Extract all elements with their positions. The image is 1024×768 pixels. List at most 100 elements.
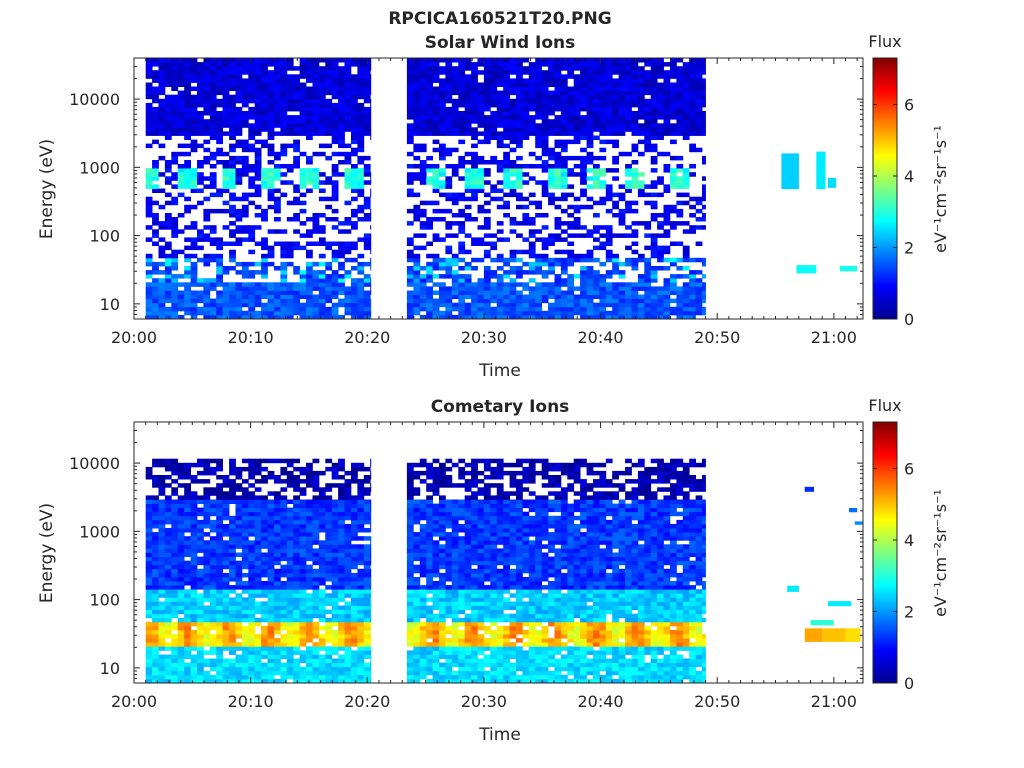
- heatmap-cell: [605, 270, 613, 275]
- heatmap-cell: [605, 253, 613, 259]
- heatmap-cell: [413, 204, 421, 210]
- heatmap-cell: [406, 274, 414, 279]
- heatmap-cell: [503, 306, 510, 312]
- heatmap-cell: [190, 74, 198, 79]
- heatmap-cell: [235, 552, 243, 557]
- heatmap-cell: [637, 78, 645, 83]
- heatmap-cell: [164, 511, 172, 517]
- heatmap-cell: [458, 58, 466, 63]
- heatmap-cell: [363, 98, 371, 104]
- heatmap-cell: [312, 131, 320, 136]
- heatmap-cell: [637, 294, 645, 299]
- heatmap-cell: [586, 102, 594, 108]
- heatmap-cell: [299, 674, 307, 680]
- heatmap-cell: [241, 168, 249, 173]
- heatmap-cell: [235, 82, 243, 87]
- heatmap-cell: [560, 302, 568, 308]
- heatmap-cell: [216, 495, 223, 500]
- heatmap-cell: [261, 261, 268, 267]
- heatmap-cell: [458, 111, 466, 116]
- heatmap-cell: [241, 86, 249, 91]
- heatmap-cell: [702, 62, 706, 67]
- heatmap-cell: [554, 249, 562, 255]
- heatmap-cell: [567, 204, 575, 210]
- heatmap-cell: [216, 621, 223, 627]
- heatmap-cell: [280, 638, 288, 643]
- heatmap-cell: [286, 298, 294, 304]
- heatmap-cell: [580, 115, 587, 120]
- heatmap-cell: [254, 302, 262, 308]
- heatmap-cell: [203, 208, 211, 214]
- heatmap-cell: [599, 86, 607, 91]
- heatmap-cell: [351, 94, 358, 100]
- heatmap-cell: [209, 646, 217, 651]
- heatmap-cell: [631, 310, 639, 316]
- heatmap-cell: [682, 111, 690, 116]
- heatmap-cell: [145, 597, 153, 602]
- heatmap-cell: [548, 90, 555, 96]
- heatmap-cell: [471, 290, 478, 295]
- heatmap-cell: [267, 646, 275, 651]
- heatmap-cell: [599, 225, 607, 230]
- heatmap-cell: [248, 94, 256, 100]
- heatmap-cell: [216, 564, 223, 570]
- heatmap-cell: [357, 90, 365, 96]
- heatmap-cell: [184, 625, 191, 631]
- heatmap-cell: [605, 106, 613, 112]
- heatmap-cell: [363, 164, 371, 169]
- heatmap-cell: [370, 115, 372, 120]
- heatmap-cell: [254, 503, 262, 509]
- heatmap-cell: [631, 90, 639, 96]
- heatmap-cell: [280, 245, 288, 251]
- heatmap-cell: [631, 78, 639, 83]
- heatmap-cell: [631, 62, 639, 67]
- heatmap-cell: [445, 115, 453, 120]
- heatmap-cell: [573, 135, 581, 140]
- heatmap-cell: [338, 282, 345, 287]
- heatmap-cell: [516, 74, 523, 79]
- heatmap-cell: [171, 650, 179, 655]
- heatmap-cell: [274, 310, 281, 316]
- heatmap-cell: [625, 164, 632, 169]
- heatmap-cell: [235, 470, 243, 476]
- heatmap-cell: [145, 196, 153, 202]
- heatmap-cell: [528, 164, 536, 169]
- heatmap-cell: [363, 78, 371, 83]
- heatmap-cell: [357, 78, 365, 83]
- heatmap-cell: [637, 184, 645, 189]
- heatmap-cell: [254, 106, 262, 112]
- heatmap-cell: [280, 298, 288, 304]
- heatmap-cell: [274, 86, 281, 91]
- heatmap-cell: [254, 519, 262, 525]
- heatmap-cell: [184, 58, 191, 63]
- heatmap-cell: [293, 479, 300, 484]
- heatmap-cell: [650, 131, 658, 136]
- heatmap-cell: [580, 82, 587, 87]
- heatmap-cell: [522, 78, 530, 83]
- heatmap-cell: [286, 78, 294, 83]
- heatmap-cell: [509, 127, 517, 132]
- heatmap-cell: [432, 74, 440, 79]
- heatmap-cell: [209, 286, 217, 291]
- heatmap-cell: [702, 102, 706, 108]
- heatmap-cell: [363, 282, 371, 287]
- heatmap-cell: [216, 638, 223, 643]
- heatmap-cell: [631, 241, 639, 246]
- heatmap-cell: [554, 204, 562, 210]
- heatmap-cell: [261, 536, 268, 541]
- heatmap-cell: [280, 123, 288, 128]
- heatmap-cell: [451, 200, 459, 206]
- heatmap-cell: [293, 487, 300, 492]
- heatmap-cell: [286, 528, 294, 533]
- heatmap-cell: [293, 540, 300, 545]
- heatmap-cell: [293, 98, 300, 104]
- heatmap-cell: [286, 601, 294, 606]
- heatmap-cell: [413, 261, 421, 267]
- heatmap-cell: [203, 597, 211, 602]
- heatmap-cell: [419, 180, 427, 185]
- heatmap-cell: [318, 131, 326, 136]
- heatmap-cell: [548, 270, 555, 275]
- heatmap-cell: [171, 86, 179, 91]
- heatmap-cell: [618, 294, 626, 299]
- heatmap-cell: [413, 127, 421, 132]
